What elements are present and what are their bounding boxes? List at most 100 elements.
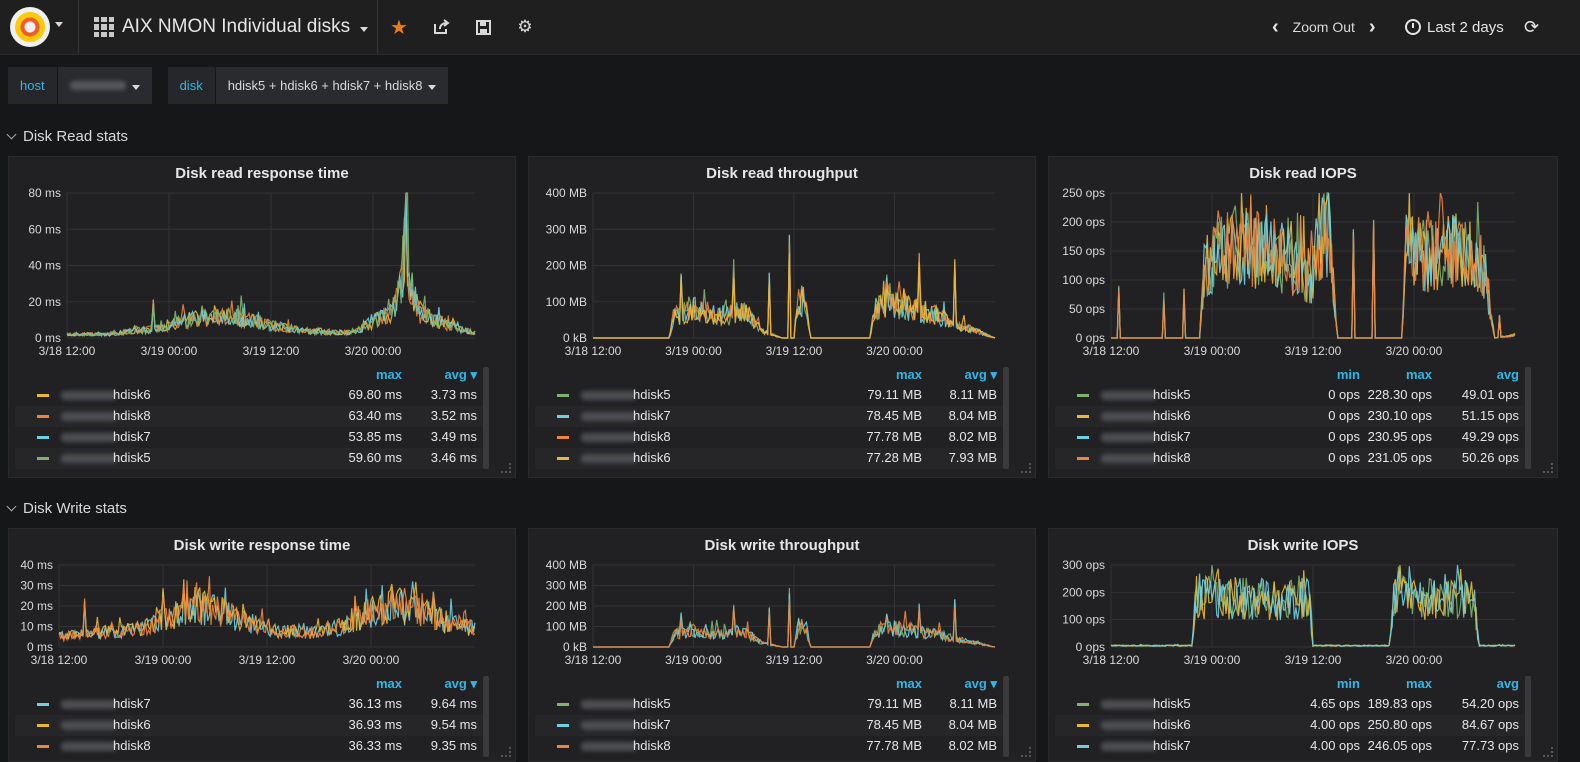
series-color-swatch[interactable] [557, 436, 569, 439]
legend-header-max[interactable]: max [1405, 367, 1432, 382]
graph-panel[interactable]: Disk read response time 0 ms 20 ms 40 ms 60 … [8, 156, 516, 478]
legend-scrollbar[interactable] [483, 367, 489, 469]
series-color-swatch[interactable] [37, 724, 49, 727]
legend-row[interactable]: hdisk6 4.00 ops 250.80 ops 84.67 ops [1055, 715, 1527, 736]
graph-chart[interactable]: 0 ops 50 ops 100 ops 150 ops 200 ops 250 ops 3… [1049, 157, 1559, 367]
legend-scrollbar[interactable] [1525, 676, 1531, 757]
legend-scrollbar[interactable] [1003, 367, 1009, 469]
legend-header-avg[interactable]: avg [1496, 367, 1519, 382]
legend-scrollbar[interactable] [1525, 367, 1531, 469]
series-color-swatch[interactable] [37, 415, 49, 418]
row-header-disk-write[interactable]: Disk Write stats [6, 500, 127, 517]
series-color-swatch[interactable] [37, 745, 49, 748]
star-icon[interactable]: ★ [390, 16, 408, 39]
variable-disk-select[interactable]: hdisk5 + hdisk6 + hdisk7 + hdisk8 [215, 67, 449, 104]
legend-row[interactable]: hdisk8 77.78 MB 8.02 MB [535, 736, 1005, 757]
legend-row[interactable]: hdisk5 4.65 ops 189.83 ops 54.20 ops [1055, 694, 1527, 715]
time-back-chevron-icon[interactable]: ‹ [1272, 15, 1279, 38]
graph-chart[interactable]: 0 ms 10 ms 20 ms 30 ms 40 ms 3/18 12:00 3/19 0… [9, 529, 517, 676]
refresh-icon[interactable]: ⟳ [1524, 17, 1540, 37]
panel-resize-handle[interactable] [1021, 463, 1031, 473]
panel-resize-handle[interactable] [501, 463, 511, 473]
legend-header-avg[interactable]: avg ▾ [444, 367, 477, 382]
legend-row[interactable]: hdisk6 36.93 ms 9.54 ms [15, 715, 485, 736]
legend-row[interactable]: hdisk7 4.00 ops 246.05 ops 77.73 ops [1055, 736, 1527, 757]
legend-row[interactable]: hdisk7 78.45 MB 8.04 MB [535, 715, 1005, 736]
legend-header-max[interactable]: max [375, 676, 402, 691]
series-color-swatch[interactable] [1077, 703, 1089, 706]
legend-row[interactable]: hdisk8 63.40 ms 3.52 ms [15, 406, 485, 427]
row-header-disk-read[interactable]: Disk Read stats [6, 128, 128, 145]
legend-header-avg[interactable]: avg ▾ [964, 367, 997, 382]
time-range-picker[interactable]: Last 2 days [1405, 14, 1504, 40]
legend-header-max[interactable]: max [375, 367, 402, 382]
time-forward-chevron-icon[interactable]: › [1368, 15, 1376, 38]
legend-row[interactable]: hdisk8 0 ops 231.05 ops 50.26 ops [1055, 448, 1527, 469]
series-color-swatch[interactable] [37, 703, 49, 706]
settings-gear-icon[interactable]: ⚙ [517, 17, 533, 36]
panel-resize-handle[interactable] [1543, 747, 1553, 757]
series-color-swatch[interactable] [1077, 724, 1089, 727]
legend-row[interactable]: hdisk7 53.85 ms 3.49 ms [15, 427, 485, 448]
panel-title[interactable]: Disk read IOPS [1249, 165, 1357, 182]
legend-row[interactable]: hdisk6 77.28 MB 7.93 MB [535, 448, 1005, 469]
graph-panel[interactable]: Disk read IOPS 0 ops 50 ops 100 ops 150 ops 2… [1048, 156, 1558, 478]
legend-row[interactable]: hdisk5 79.11 MB 8.11 MB [535, 694, 1005, 715]
panel-title[interactable]: Disk read throughput [706, 165, 858, 182]
series-line-hdisk8[interactable] [593, 599, 996, 648]
legend-row[interactable]: hdisk7 0 ops 230.95 ops 49.29 ops [1055, 427, 1527, 448]
series-color-swatch[interactable] [1077, 745, 1089, 748]
legend-header-max[interactable]: max [1405, 676, 1432, 691]
legend-header-max[interactable]: max [895, 676, 922, 691]
panel-title[interactable]: Disk write response time [173, 537, 351, 554]
legend-row[interactable]: hdisk8 77.78 MB 8.02 MB [535, 427, 1005, 448]
legend-row[interactable]: hdisk5 0 ops 228.30 ops 49.01 ops [1055, 385, 1527, 406]
save-icon[interactable] [472, 16, 494, 38]
series-line-hdisk5[interactable] [66, 192, 476, 337]
legend-header-max[interactable]: max [895, 367, 922, 382]
series-color-swatch[interactable] [1077, 394, 1089, 397]
series-color-swatch[interactable] [557, 457, 569, 460]
series-color-swatch[interactable] [557, 394, 569, 397]
share-icon[interactable] [430, 16, 452, 38]
legend-row[interactable]: hdisk7 36.13 ms 9.64 ms [15, 694, 485, 715]
series-color-swatch[interactable] [557, 415, 569, 418]
series-color-swatch[interactable] [1077, 415, 1089, 418]
series-line-hdisk6[interactable] [593, 252, 996, 339]
graph-chart[interactable]: 0 ms 20 ms 40 ms 60 ms 80 ms 3/18 12:00 3/19 0… [9, 157, 517, 367]
legend-row[interactable]: hdisk5 59.60 ms 3.46 ms [15, 448, 485, 469]
legend-row[interactable]: hdisk5 79.11 MB 8.11 MB [535, 385, 1005, 406]
graph-panel[interactable]: Disk read throughput 0 kB 100 MB 200 MB 300 … [528, 156, 1036, 478]
graph-panel[interactable]: Disk write throughput 0 kB 100 MB 200 MB 300… [528, 528, 1036, 762]
series-color-swatch[interactable] [37, 457, 49, 460]
series-line-hdisk8[interactable] [1111, 192, 1516, 339]
legend-header-min[interactable]: min [1336, 676, 1360, 691]
legend-header-avg[interactable]: avg [1496, 676, 1519, 691]
legend-header-avg[interactable]: avg ▾ [444, 676, 477, 691]
graph-chart[interactable]: 0 ops 100 ops 200 ops 300 ops 3/18 12:00 3/19… [1049, 529, 1559, 676]
panel-resize-handle[interactable] [1543, 463, 1553, 473]
menu-caret-icon[interactable] [55, 22, 63, 27]
legend-row[interactable]: hdisk6 0 ops 230.10 ops 51.15 ops [1055, 406, 1527, 427]
series-color-swatch[interactable] [557, 724, 569, 727]
dashboard-picker[interactable]: AIX NMON Individual disks [94, 14, 369, 40]
series-color-swatch[interactable] [37, 436, 49, 439]
graph-chart[interactable]: 0 kB 100 MB 200 MB 300 MB 400 MB 3/18 12:00 3/… [529, 529, 1037, 676]
legend-scrollbar[interactable] [1003, 676, 1009, 757]
panel-resize-handle[interactable] [501, 747, 511, 757]
series-color-swatch[interactable] [1077, 436, 1089, 439]
legend-header-avg[interactable]: avg ▾ [964, 676, 997, 691]
legend-scrollbar[interactable] [483, 676, 489, 757]
series-color-swatch[interactable] [37, 394, 49, 397]
panel-title[interactable]: Disk write throughput [704, 537, 860, 554]
panel-resize-handle[interactable] [1021, 747, 1031, 757]
zoom-out-button[interactable]: Zoom Out [1292, 19, 1355, 35]
series-color-swatch[interactable] [557, 745, 569, 748]
graph-panel[interactable]: Disk write IOPS 0 ops 100 ops 200 ops 300 op… [1048, 528, 1558, 762]
series-line-hdisk8[interactable] [58, 576, 476, 643]
legend-header-min[interactable]: min [1336, 367, 1360, 382]
graph-chart[interactable]: 0 kB 100 MB 200 MB 300 MB 400 MB 3/18 12:00 3/… [529, 157, 1037, 367]
legend-row[interactable]: hdisk7 78.45 MB 8.04 MB [535, 406, 1005, 427]
series-color-swatch[interactable] [1077, 457, 1089, 460]
panel-title[interactable]: Disk write IOPS [1247, 537, 1359, 554]
